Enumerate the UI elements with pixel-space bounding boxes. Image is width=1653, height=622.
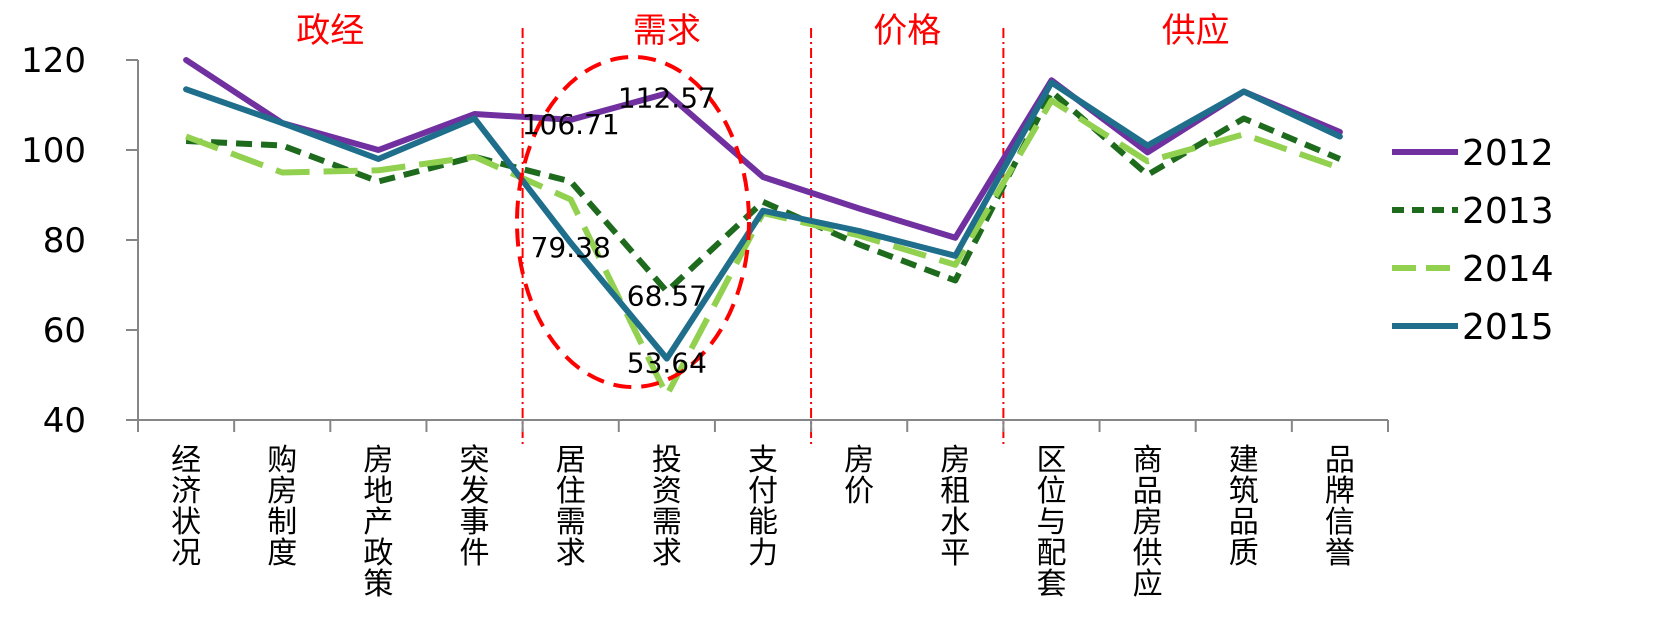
data-label: 112.57 bbox=[618, 81, 716, 114]
data-label: 106.71 bbox=[522, 108, 620, 141]
y-tick-label: 60 bbox=[43, 311, 86, 351]
legend: 2012 2013 2014 2015 bbox=[1392, 133, 1554, 348]
data-label: 79.38 bbox=[531, 231, 611, 264]
legend-label-2013: 2013 bbox=[1462, 191, 1554, 232]
x-tick-label: 突发事件 bbox=[460, 443, 490, 571]
x-tick-label: 经济状况 bbox=[171, 443, 201, 571]
y-tick-label: 100 bbox=[21, 131, 86, 171]
legend-label-2014: 2014 bbox=[1462, 249, 1554, 290]
series-line-2013 bbox=[185, 88, 1342, 295]
legend-label-2012: 2012 bbox=[1462, 133, 1554, 174]
data-label: 68.57 bbox=[627, 279, 707, 312]
y-tick-label: 40 bbox=[43, 401, 86, 441]
section-label: 供应 bbox=[1162, 11, 1230, 51]
x-tick-label: 建筑品质 bbox=[1229, 443, 1259, 571]
x-tick-label: 支付能力 bbox=[748, 443, 778, 571]
demand-highlight bbox=[515, 55, 751, 389]
x-tick-label: 购房制度 bbox=[267, 443, 297, 571]
highlight-ellipse bbox=[515, 55, 751, 389]
x-tick-label: 房租水平 bbox=[940, 443, 970, 571]
x-axis: 经济状况 购房制度 房地产政策 突发事件 居住需求 投资需求 支付能力 房价 房租水平 区位与配套… bbox=[137, 419, 1389, 602]
y-tick-label: 80 bbox=[43, 221, 86, 261]
section-label: 需求 bbox=[633, 11, 701, 51]
x-tick-label: 房地产政策 bbox=[363, 443, 393, 602]
section-label: 价格 bbox=[873, 11, 941, 51]
section-label: 政经 bbox=[296, 11, 364, 51]
section-dividers: 政经 需求 价格 供应 bbox=[296, 11, 1230, 448]
x-tick-label: 区位与配套 bbox=[1036, 443, 1066, 602]
x-tick-label: 品牌信誉 bbox=[1325, 443, 1355, 571]
x-tick-label: 房价 bbox=[844, 443, 874, 509]
series-lines bbox=[183, 57, 1343, 399]
legend-label-2015: 2015 bbox=[1462, 307, 1554, 348]
y-tick-label: 120 bbox=[21, 41, 86, 81]
x-tick-label: 商品房供应 bbox=[1133, 443, 1163, 602]
x-tick-label: 投资需求 bbox=[652, 443, 682, 571]
y-axis: 40 60 80 100 120 bbox=[21, 41, 139, 441]
data-label: 53.64 bbox=[627, 347, 707, 380]
series-line-2012 bbox=[183, 57, 1343, 241]
series-line-2015 bbox=[183, 79, 1343, 362]
x-tick-label: 居住需求 bbox=[556, 443, 586, 571]
